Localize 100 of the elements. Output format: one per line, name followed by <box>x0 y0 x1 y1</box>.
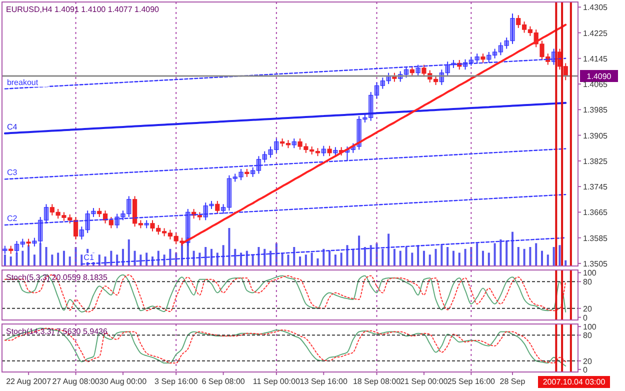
y-tick-label: 20 <box>583 304 592 314</box>
candlestick <box>221 204 226 214</box>
candlestick <box>321 145 326 157</box>
bar <box>452 250 454 266</box>
bar <box>482 250 484 266</box>
bar <box>258 247 260 266</box>
candlestick <box>238 168 244 181</box>
series-label: breakout <box>6 78 39 87</box>
candlestick <box>226 174 232 212</box>
bar <box>511 232 514 266</box>
bar <box>334 254 336 266</box>
bar <box>428 254 431 266</box>
y-tick-label: 80 <box>583 278 592 287</box>
bar <box>388 234 390 266</box>
x-tick-label: 21 Sep 00:00 <box>400 377 448 386</box>
candlestick <box>274 138 279 154</box>
bar <box>39 243 42 266</box>
y-tick-label: 100 <box>583 268 597 278</box>
bar <box>322 248 325 266</box>
y-tick-label: 1.4065 <box>583 80 608 90</box>
bar <box>110 250 112 266</box>
bar <box>340 252 342 266</box>
candlestick <box>91 208 96 218</box>
candlestick <box>380 77 385 90</box>
bar <box>163 254 166 266</box>
bar <box>299 256 302 266</box>
bar <box>62 250 65 266</box>
candlestick <box>32 237 37 247</box>
bar <box>80 254 83 266</box>
bar <box>476 243 478 266</box>
bar <box>422 250 425 266</box>
y-tick-label: 1.3505 <box>583 259 608 268</box>
bar <box>198 252 201 266</box>
bar <box>541 250 543 266</box>
bar <box>529 247 532 266</box>
bar <box>382 248 384 266</box>
candlestick <box>356 116 362 150</box>
candlestick <box>368 92 374 122</box>
text: 2007.10.04 03:00 <box>542 378 606 386</box>
bar <box>352 248 354 266</box>
y-tick-label: 1.3745 <box>583 182 608 192</box>
x-tick-label: 27 Aug 08:00 <box>52 377 100 386</box>
bar <box>417 245 420 266</box>
candlestick <box>144 220 149 229</box>
bar <box>517 247 520 266</box>
candlestick <box>563 62 568 81</box>
y-tick-label: 0 <box>583 313 588 322</box>
bar <box>304 254 307 266</box>
bar <box>140 254 142 266</box>
bar <box>310 252 313 266</box>
bar <box>464 248 466 266</box>
bar <box>535 243 538 266</box>
bar <box>68 256 71 266</box>
x-tick-label: 22 Aug 2007 <box>6 377 52 386</box>
candlestick <box>510 13 515 44</box>
y-tick-label: 1.3825 <box>583 156 608 166</box>
bar <box>222 245 224 266</box>
candlestick <box>120 210 126 221</box>
series-label: C3 <box>6 168 18 178</box>
bar <box>270 250 272 266</box>
bar <box>370 245 372 266</box>
bar <box>446 247 449 266</box>
candlestick <box>492 48 498 59</box>
candlestick <box>410 66 414 77</box>
candlestick <box>416 64 420 77</box>
bar <box>405 247 408 266</box>
bar <box>134 250 136 266</box>
bar <box>204 247 207 266</box>
candlestick <box>445 61 450 77</box>
y-tick-label: 0 <box>583 365 588 374</box>
bar <box>4 254 6 266</box>
y-tick-label: 1.4305 <box>583 3 608 12</box>
candlestick <box>262 150 267 164</box>
bar <box>552 247 555 266</box>
y-tick-label: 100 <box>583 322 597 332</box>
candlestick <box>250 166 256 178</box>
candlestick <box>256 156 262 174</box>
candlestick <box>203 202 208 221</box>
bar <box>358 236 360 266</box>
x-tick-label: 25 Sep 16:00 <box>447 377 496 386</box>
candlestick <box>20 238 25 248</box>
line-series <box>81 237 566 265</box>
bar <box>494 243 496 266</box>
bar <box>240 252 242 266</box>
bar <box>506 241 508 266</box>
y-tick-label: 1.4145 <box>583 54 608 64</box>
series-label: C2 <box>6 214 18 223</box>
bar <box>411 252 414 266</box>
x-tick-label: 30 Aug 00:00 <box>99 377 148 386</box>
bar <box>500 239 502 266</box>
y-tick-label: 1.3985 <box>583 106 608 115</box>
bar <box>364 247 366 266</box>
candlestick <box>79 226 84 240</box>
bar <box>488 252 490 266</box>
candlestick <box>374 82 380 99</box>
y-tick-label: 1.3905 <box>583 131 608 140</box>
bar <box>22 250 24 266</box>
x-tick-label: 28 Sep <box>500 377 526 386</box>
bar <box>399 250 402 266</box>
bar <box>146 252 148 266</box>
